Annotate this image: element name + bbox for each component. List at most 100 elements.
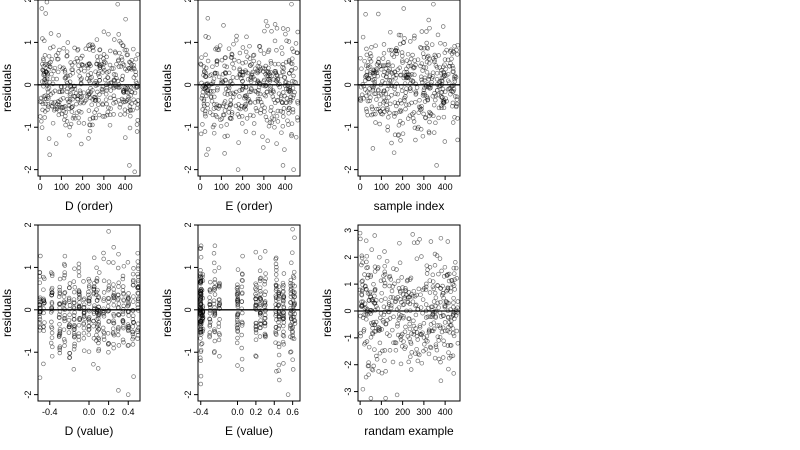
data-point <box>431 286 437 292</box>
data-point <box>251 52 257 58</box>
data-point <box>198 358 203 363</box>
data-point <box>382 283 387 289</box>
data-point <box>247 56 253 61</box>
data-point <box>116 305 121 311</box>
data-point <box>217 317 222 322</box>
data-point <box>40 67 45 73</box>
data-point <box>215 87 220 93</box>
data-point <box>430 279 436 284</box>
data-point <box>361 327 367 332</box>
data-point <box>243 103 248 108</box>
data-point <box>386 62 391 67</box>
data-point <box>439 268 444 274</box>
data-point <box>61 337 67 342</box>
data-point <box>198 246 204 251</box>
data-point <box>205 58 211 64</box>
data-point <box>402 346 407 351</box>
data-point <box>106 286 112 291</box>
data-point <box>112 37 117 42</box>
data-point <box>86 301 92 306</box>
data-point <box>121 303 126 309</box>
data-point <box>128 60 133 65</box>
data-point <box>256 87 261 93</box>
data-point <box>62 318 67 324</box>
data-point <box>413 89 418 95</box>
data-point <box>220 112 226 118</box>
data-point <box>101 334 107 340</box>
data-point <box>132 169 137 175</box>
data-point <box>225 92 230 97</box>
data-point <box>127 163 132 168</box>
data-point <box>108 95 113 101</box>
data-point <box>87 122 92 128</box>
data-point <box>208 279 213 285</box>
data-point <box>387 67 393 72</box>
data-point <box>77 292 82 298</box>
data-point <box>131 294 136 299</box>
data-point <box>407 326 413 332</box>
data-point <box>416 104 422 110</box>
data-point <box>430 328 436 334</box>
data-point <box>429 314 435 320</box>
data-point <box>276 296 281 302</box>
data-point <box>198 304 203 309</box>
data-point <box>379 298 384 303</box>
data-point <box>427 290 433 295</box>
data-point <box>359 279 365 284</box>
data-point <box>361 329 366 334</box>
data-point <box>198 320 203 326</box>
data-point <box>290 324 295 330</box>
data-point <box>399 84 404 89</box>
data-point <box>134 129 140 134</box>
data-point <box>116 280 121 286</box>
data-point <box>452 43 457 49</box>
data-point <box>432 290 438 296</box>
data-point <box>101 337 107 342</box>
data-point <box>368 54 374 59</box>
data-point <box>42 300 47 306</box>
data-point <box>45 102 51 107</box>
data-point <box>38 114 43 119</box>
data-point <box>120 276 126 282</box>
data-point <box>133 56 139 62</box>
data-point <box>38 295 43 300</box>
data-point <box>87 128 93 134</box>
data-point <box>219 57 225 63</box>
data-point <box>424 59 430 65</box>
data-point <box>454 97 460 102</box>
data-point <box>373 319 379 325</box>
data-point <box>280 62 286 67</box>
data-point <box>56 33 61 38</box>
data-point <box>91 336 97 341</box>
data-point <box>105 75 111 80</box>
data-point <box>289 1 294 7</box>
data-point <box>82 68 87 74</box>
data-point <box>96 326 101 332</box>
data-point <box>87 75 93 81</box>
data-point <box>257 278 263 284</box>
data-point <box>263 271 268 276</box>
data-point <box>100 89 105 95</box>
data-point <box>289 67 294 73</box>
data-point <box>408 88 413 94</box>
data-point <box>282 93 287 99</box>
data-point <box>290 357 295 362</box>
data-point <box>212 338 218 344</box>
data-point <box>391 266 396 271</box>
data-point <box>382 249 387 254</box>
data-point <box>262 300 267 305</box>
data-point <box>111 332 117 338</box>
data-point <box>423 115 428 121</box>
data-point <box>62 104 68 109</box>
y-tick-label: -1 <box>23 123 33 131</box>
x-tick-label: 400 <box>438 182 453 192</box>
data-point <box>441 338 446 344</box>
data-point <box>258 313 263 318</box>
data-point <box>290 330 295 335</box>
data-point <box>409 350 414 355</box>
data-point <box>448 49 453 54</box>
data-point <box>362 306 368 311</box>
data-point <box>266 65 271 71</box>
data-point <box>49 353 55 359</box>
data-point <box>116 32 121 37</box>
